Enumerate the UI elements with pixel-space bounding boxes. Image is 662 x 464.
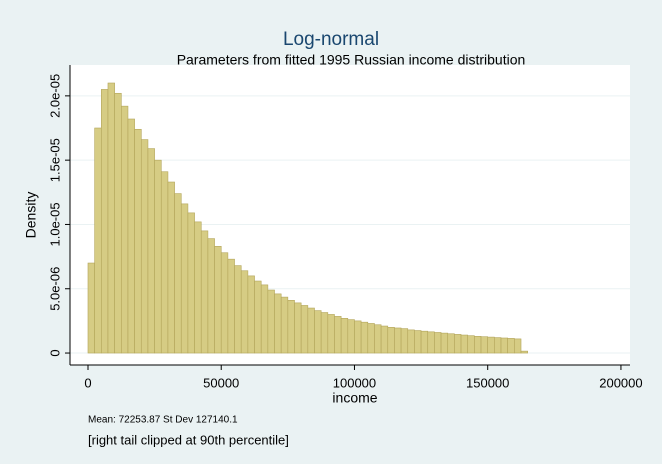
bar	[314, 310, 322, 354]
x-tick-label: 0	[84, 375, 91, 390]
bar	[254, 280, 262, 354]
bar	[394, 327, 402, 354]
bar	[187, 212, 195, 354]
bar	[334, 316, 342, 354]
bar	[327, 314, 335, 354]
bar	[487, 336, 495, 354]
x-tick-label: 200000	[599, 375, 642, 390]
bar	[94, 127, 102, 354]
bar	[480, 336, 489, 354]
bar	[247, 275, 255, 354]
chart-subtitle: Parameters from fitted 1995 Russian inco…	[177, 52, 526, 68]
bar	[240, 270, 249, 354]
bar	[514, 338, 522, 354]
bar	[307, 307, 315, 354]
bar	[494, 337, 502, 354]
bar	[500, 337, 508, 354]
bar	[400, 328, 409, 354]
bar	[107, 82, 115, 354]
bar	[374, 324, 382, 354]
bar	[407, 329, 415, 354]
bar	[287, 300, 295, 354]
bar	[154, 159, 162, 354]
bar	[447, 333, 455, 354]
bar	[420, 330, 429, 354]
bar	[267, 289, 275, 354]
bar	[380, 325, 389, 354]
bar	[167, 181, 175, 354]
bar	[300, 305, 309, 354]
bar	[214, 246, 222, 354]
bar	[87, 262, 95, 354]
x-tick-label: 100000	[333, 375, 376, 390]
bar	[234, 265, 242, 354]
bar	[367, 323, 375, 354]
bar	[274, 293, 282, 354]
bar	[180, 203, 189, 354]
bar	[160, 171, 169, 354]
bar	[427, 331, 435, 354]
bar	[354, 320, 362, 354]
bar	[120, 105, 129, 354]
chart-title: Log-normal	[283, 29, 379, 50]
bar	[294, 302, 302, 354]
bar	[320, 312, 329, 354]
bar	[220, 252, 229, 354]
y-tick-label: 1.0e-05	[47, 202, 62, 246]
bar	[194, 221, 202, 354]
bar	[140, 139, 149, 354]
bar	[200, 230, 209, 354]
y-axis-title: Density	[23, 192, 39, 239]
bar	[460, 334, 469, 354]
bar	[520, 350, 528, 354]
bar	[114, 92, 122, 354]
y-tick-label: 2.0e-05	[47, 74, 62, 118]
bar	[507, 338, 515, 354]
bar	[207, 238, 215, 354]
y-tick-label: 5.0e-06	[47, 267, 62, 311]
bar	[440, 332, 449, 354]
bar	[347, 319, 355, 354]
bar	[340, 318, 349, 354]
bar	[134, 128, 142, 354]
x-tick-label: 150000	[466, 375, 509, 390]
bar	[434, 332, 442, 354]
bar	[101, 89, 109, 354]
bar	[127, 118, 135, 354]
y-tick-label: 0	[47, 349, 62, 356]
note: Mean: 72253.87 St Dev 127140.1	[88, 415, 238, 426]
bar	[454, 334, 462, 354]
x-axis-title: income	[332, 390, 377, 406]
bar	[174, 193, 182, 354]
bar	[387, 327, 395, 354]
bar	[474, 336, 482, 354]
bar	[227, 258, 235, 354]
note: [right tail clipped at 90th percentile]	[88, 432, 289, 447]
bar	[280, 296, 289, 354]
y-tick-label: 1.5e-05	[47, 138, 62, 182]
bar	[414, 330, 422, 354]
bar	[467, 335, 475, 354]
x-tick-label: 50000	[203, 375, 239, 390]
bar	[360, 321, 369, 354]
bar	[260, 284, 269, 354]
bar	[147, 148, 155, 354]
